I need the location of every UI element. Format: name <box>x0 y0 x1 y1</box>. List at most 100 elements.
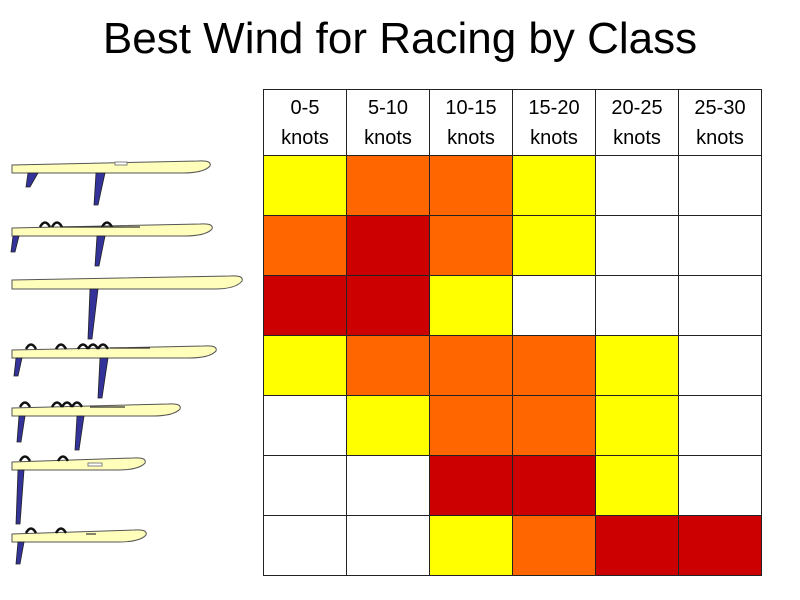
class-row <box>263 215 762 276</box>
rating-cell <box>346 215 430 276</box>
rating-cell <box>263 455 347 516</box>
fin <box>13 357 23 377</box>
rating-cell <box>263 515 347 576</box>
rating-cell <box>346 515 430 576</box>
rating-cell <box>429 155 513 216</box>
footstrap <box>70 401 84 408</box>
board-illustrations <box>10 160 243 565</box>
rating-cell <box>512 155 596 216</box>
fin <box>25 172 39 188</box>
rating-cell <box>512 215 596 276</box>
fin <box>74 415 85 451</box>
rating-cell <box>595 455 679 516</box>
rating-cell <box>346 335 430 396</box>
footstrap <box>50 221 64 228</box>
rating-cell <box>595 275 679 336</box>
column-range: 5-10 <box>367 96 409 119</box>
footstrap <box>86 343 100 350</box>
footstrap <box>76 343 90 350</box>
rating-cell <box>512 515 596 576</box>
column-unit: knots <box>530 126 578 149</box>
rating-cell <box>595 155 679 216</box>
rating-cell <box>429 455 513 516</box>
rating-cell <box>429 335 513 396</box>
column-unit: knots <box>696 126 744 149</box>
board-hull <box>11 529 147 543</box>
column-header: 25-30 knots <box>678 89 762 156</box>
rating-cell <box>512 335 596 396</box>
column-range: 25-30 <box>694 96 746 119</box>
column-header: 0-5 knots <box>263 89 347 156</box>
fin <box>15 469 25 525</box>
rating-cell <box>263 335 347 396</box>
class-row <box>263 335 762 396</box>
rating-cell <box>346 275 430 336</box>
footstrap <box>18 455 32 462</box>
column-range: 0-5 <box>290 96 320 119</box>
footstrap <box>24 343 38 350</box>
footstrap <box>100 221 114 228</box>
class-row <box>263 455 762 516</box>
rating-cell <box>346 455 430 516</box>
wind-grid: 0-5 knots 5-10 knots 10-15 knots 15-20 knots 20-… <box>263 89 762 576</box>
board-hull <box>11 457 146 471</box>
rating-cell <box>429 395 513 456</box>
class-row <box>263 515 762 576</box>
rating-cell <box>678 515 762 576</box>
rating-cell <box>346 155 430 216</box>
fin <box>10 235 20 253</box>
column-header: 20-25 knots <box>595 89 679 156</box>
fin <box>15 541 25 565</box>
page-title: Best Wind for Racing by Class <box>102 14 698 63</box>
rating-cell <box>595 395 679 456</box>
rating-cell <box>429 275 513 336</box>
rating-cell <box>678 395 762 456</box>
fin <box>93 172 106 206</box>
column-header: 15-20 knots <box>512 89 596 156</box>
column-range: 15-20 <box>528 96 580 119</box>
footstrap <box>38 221 52 228</box>
fin <box>94 235 106 267</box>
column-unit: knots <box>364 126 412 149</box>
class-row <box>263 275 762 336</box>
mast-track <box>87 462 103 467</box>
rating-cell <box>263 155 347 216</box>
footstrap <box>24 527 38 534</box>
header-row: 0-5 knots 5-10 knots 10-15 knots 15-20 knots 20-… <box>263 89 762 156</box>
rating-cell <box>263 215 347 276</box>
class-row <box>263 155 762 216</box>
column-range: 10-15 <box>445 96 497 119</box>
column-header: 10-15 knots <box>429 89 513 156</box>
rating-cell <box>429 515 513 576</box>
rating-cell <box>595 215 679 276</box>
rating-cell <box>429 215 513 276</box>
column-unit: knots <box>447 126 495 149</box>
class-row <box>263 395 762 456</box>
rating-cell <box>512 455 596 516</box>
footstrap <box>54 343 68 350</box>
column-range: 20-25 <box>611 96 663 119</box>
mast-track <box>114 161 128 166</box>
board-hull <box>11 403 181 417</box>
rating-cell <box>678 155 762 216</box>
rating-cell <box>263 275 347 336</box>
rating-cell <box>678 335 762 396</box>
footstrap <box>60 401 74 408</box>
rating-cell <box>678 215 762 276</box>
rating-cell <box>678 455 762 516</box>
rating-cell <box>346 395 430 456</box>
footstrap <box>56 455 70 462</box>
rating-cell <box>595 335 679 396</box>
column-unit: knots <box>613 126 661 149</box>
rating-cell <box>263 395 347 456</box>
fin <box>97 357 109 399</box>
footstrap <box>50 401 64 408</box>
column-header: 5-10 knots <box>346 89 430 156</box>
footstrap <box>54 527 68 534</box>
footstrap <box>96 343 110 350</box>
rating-cell <box>595 515 679 576</box>
board-hull <box>11 345 217 359</box>
fin <box>16 415 26 443</box>
fin <box>87 288 99 340</box>
footstrap <box>18 401 32 408</box>
